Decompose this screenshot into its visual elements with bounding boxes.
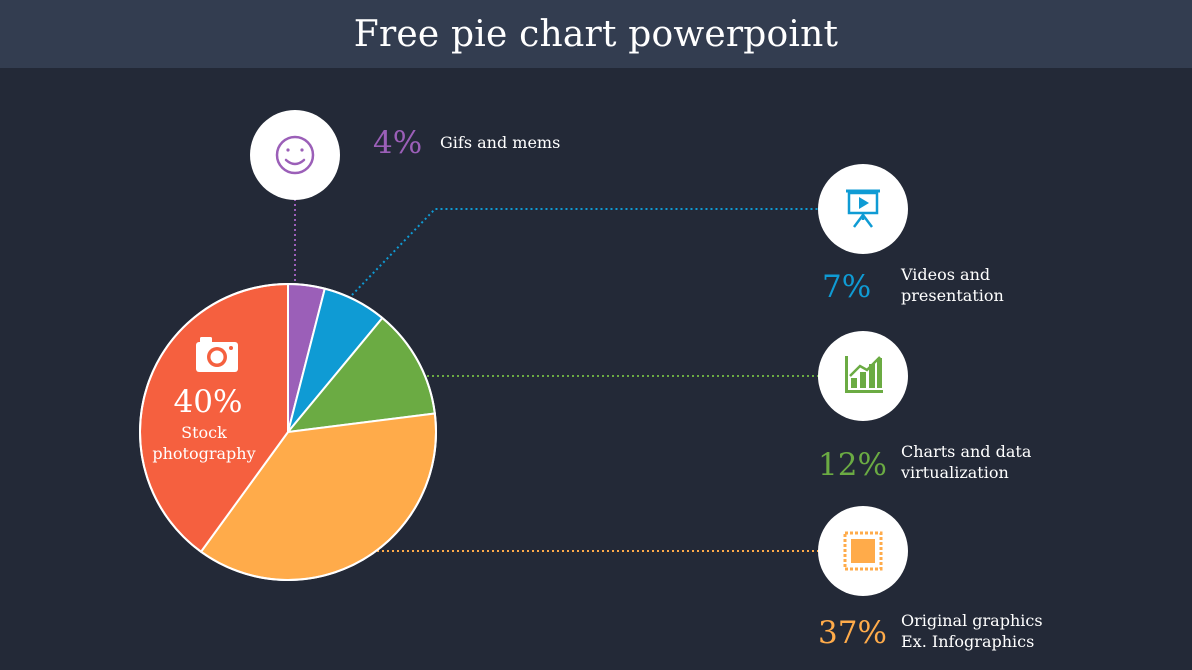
category-label-stock-line1: Stock [181, 423, 227, 442]
icon-circle-gifs [250, 110, 340, 200]
icon-circle-videos [818, 164, 908, 254]
smiley-icon [275, 135, 315, 175]
category-label-graphics-line1: Original graphics [901, 611, 1043, 630]
category-label-videos-line2: presentation [901, 286, 1004, 305]
header-bar: Free pie chart powerpoint [0, 0, 1192, 68]
category-label-charts: Charts and data virtualization [901, 441, 1031, 483]
value-label-gifs: 4% [373, 125, 423, 161]
category-label-graphics: Original graphics Ex. Infographics [901, 610, 1043, 652]
stamp-icon [843, 531, 883, 571]
category-label-stock-line2: photography [152, 444, 256, 463]
category-label-charts-line2: virtualization [901, 463, 1009, 482]
category-label-videos: Videos and presentation [901, 264, 1004, 306]
value-label-stock: 40% [173, 384, 243, 420]
category-label-charts-line1: Charts and data [901, 442, 1032, 461]
value-label-graphics: 37% [818, 615, 887, 651]
category-label-gifs: Gifs and mems [440, 132, 560, 153]
connector-videos [351, 208, 820, 296]
value-label-charts: 12% [818, 447, 887, 483]
bar-chart-icon [845, 356, 883, 393]
camera-icon [196, 337, 238, 372]
pie-outline [139, 283, 437, 581]
category-label-videos-line1: Videos and [901, 265, 991, 284]
value-label-videos: 7% [822, 269, 872, 305]
presentation-icon [846, 189, 880, 228]
page-title: Free pie chart powerpoint [353, 13, 839, 55]
category-label-stock: Stock photography [134, 422, 274, 464]
category-label-gifs-line: Gifs and mems [440, 133, 561, 152]
category-label-graphics-line2: Ex. Infographics [901, 632, 1035, 651]
